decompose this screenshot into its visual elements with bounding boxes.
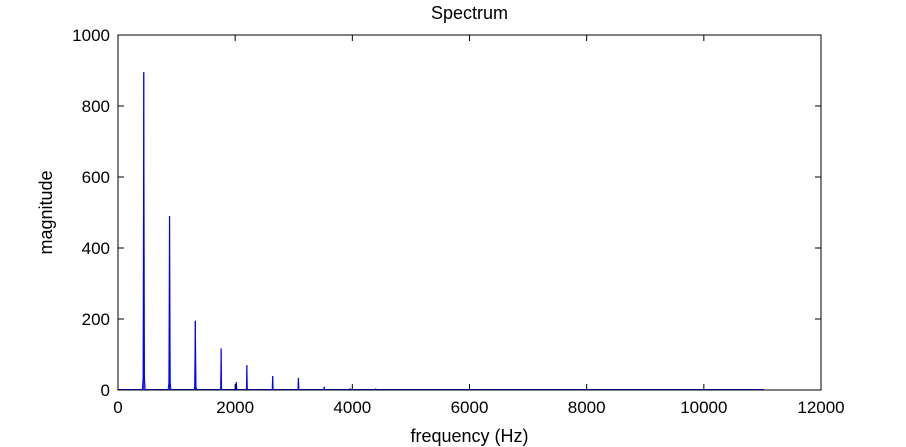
x-tick-label: 12000 <box>797 398 844 417</box>
y-tick-label: 1000 <box>72 26 110 45</box>
x-axis-label: frequency (Hz) <box>410 426 528 446</box>
y-tick-label: 600 <box>82 168 110 187</box>
y-axis-label: magnitude <box>36 170 56 254</box>
x-tick-label: 0 <box>113 398 122 417</box>
x-axis-ticks: 0 2000 4000 6000 8000 10000 12000 <box>113 35 845 417</box>
y-tick-label: 0 <box>101 381 110 400</box>
chart-title: Spectrum <box>431 3 508 23</box>
y-tick-label: 400 <box>82 239 110 258</box>
x-tick-label: 2000 <box>216 398 254 417</box>
x-tick-label: 6000 <box>451 398 489 417</box>
x-tick-label: 10000 <box>680 398 727 417</box>
y-axis-ticks: 0 200 400 600 800 1000 <box>72 26 821 400</box>
y-tick-label: 800 <box>82 97 110 116</box>
x-tick-label: 4000 <box>333 398 371 417</box>
plot-area <box>118 35 821 390</box>
y-tick-label: 200 <box>82 310 110 329</box>
x-tick-label: 8000 <box>568 398 606 417</box>
